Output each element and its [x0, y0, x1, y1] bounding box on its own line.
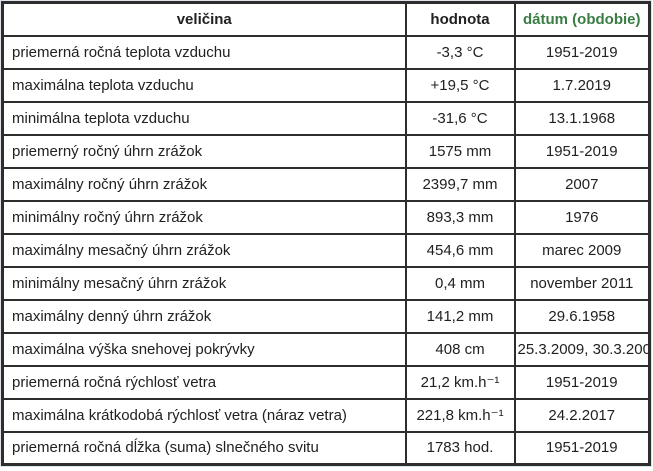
date-cell: 1951-2019	[513, 34, 651, 70]
value-cell: 408 cm	[404, 331, 516, 367]
date-cell: 1951-2019	[513, 133, 651, 169]
value-cell: 454,6 mm	[404, 232, 516, 268]
table-row: maximálna krátkodobá rýchlosť vetra (nár…	[1, 397, 651, 433]
quantity-cell: minimálny mesačný úhrn zrážok	[1, 265, 407, 301]
quantity-cell: maximálna teplota vzduchu	[1, 67, 407, 103]
table-row: maximálna teplota vzduchu +19,5 °C 1.7.2…	[1, 67, 651, 103]
value-cell: 893,3 mm	[404, 199, 516, 235]
quantity-cell: priemerná ročná rýchlosť vetra	[1, 364, 407, 400]
value-cell: 1575 mm	[404, 133, 516, 169]
value-cell: +19,5 °C	[404, 67, 516, 103]
table-row: maximálny ročný úhrn zrážok 2399,7 mm 20…	[1, 166, 651, 202]
date-cell: 25.3.2009, 30.3.2009	[513, 331, 651, 367]
date-cell: marec 2009	[513, 232, 651, 268]
column-header-value: hodnota	[404, 1, 516, 37]
table-row: minimálny mesačný úhrn zrážok 0,4 mm nov…	[1, 265, 651, 301]
header-row: veličina hodnota dátum (obdobie)	[1, 1, 651, 37]
date-cell: 29.6.1958	[513, 298, 651, 334]
quantity-cell: priemerná ročná teplota vzduchu	[1, 34, 407, 70]
table-row: minimálna teplota vzduchu -31,6 °C 13.1.…	[1, 100, 651, 136]
value-cell: 1783 hod.	[404, 430, 516, 466]
quantity-cell: priemerná ročná dĺžka (suma) slnečného s…	[1, 430, 407, 466]
quantity-cell: priemerný ročný úhrn zrážok	[1, 133, 407, 169]
date-cell: 1951-2019	[513, 430, 651, 466]
value-cell: 221,8 km.h⁻¹	[404, 397, 516, 433]
quantity-cell: maximálna výška snehovej pokrývky	[1, 331, 407, 367]
column-header-quantity: veličina	[1, 1, 407, 37]
value-cell: 21,2 km.h⁻¹	[404, 364, 516, 400]
date-cell: 24.2.2017	[513, 397, 651, 433]
table-row: maximálny mesačný úhrn zrážok 454,6 mm m…	[1, 232, 651, 268]
quantity-cell: maximálny denný úhrn zrážok	[1, 298, 407, 334]
date-cell: 1976	[513, 199, 651, 235]
value-cell: 141,2 mm	[404, 298, 516, 334]
column-header-date: dátum (obdobie)	[513, 1, 651, 37]
date-cell: 2007	[513, 166, 651, 202]
table-row: maximálny denný úhrn zrážok 141,2 mm 29.…	[1, 298, 651, 334]
quantity-cell: minimálny ročný úhrn zrážok	[1, 199, 407, 235]
table-row: priemerná ročná rýchlosť vetra 21,2 km.h…	[1, 364, 651, 400]
date-cell: november 2011	[513, 265, 651, 301]
quantity-cell: maximálna krátkodobá rýchlosť vetra (nár…	[1, 397, 407, 433]
value-cell: -3,3 °C	[404, 34, 516, 70]
quantity-cell: maximálny mesačný úhrn zrážok	[1, 232, 407, 268]
quantity-cell: maximálny ročný úhrn zrážok	[1, 166, 407, 202]
value-cell: -31,6 °C	[404, 100, 516, 136]
value-cell: 0,4 mm	[404, 265, 516, 301]
table-row: minimálny ročný úhrn zrážok 893,3 mm 197…	[1, 199, 651, 235]
value-cell: 2399,7 mm	[404, 166, 516, 202]
table-row: priemerný ročný úhrn zrážok 1575 mm 1951…	[1, 133, 651, 169]
table-row: priemerná ročná teplota vzduchu -3,3 °C …	[1, 34, 651, 70]
table-row: maximálna výška snehovej pokrývky 408 cm…	[1, 331, 651, 367]
date-cell: 1.7.2019	[513, 67, 651, 103]
date-cell: 1951-2019	[513, 364, 651, 400]
date-cell: 13.1.1968	[513, 100, 651, 136]
table-row: priemerná ročná dĺžka (suma) slnečného s…	[1, 430, 651, 466]
quantity-cell: minimálna teplota vzduchu	[1, 100, 407, 136]
